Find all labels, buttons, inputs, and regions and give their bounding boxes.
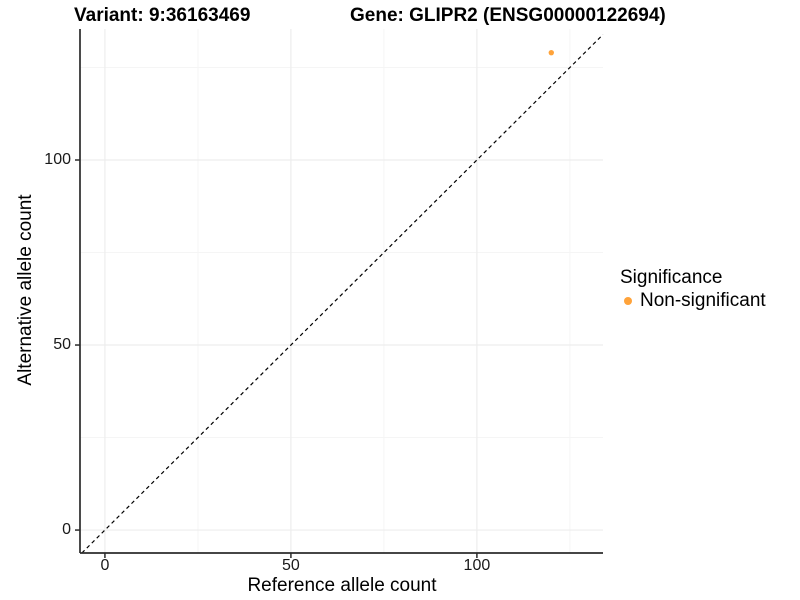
legend-item-label: Non-significant — [640, 290, 766, 311]
gene-title: Gene: GLIPR2 (ENSG00000122694) — [350, 5, 666, 26]
y-tick-label: 100 — [44, 151, 71, 168]
data-point — [548, 49, 554, 56]
y-axis-title: Alternative allele count — [15, 194, 36, 386]
identity-dashed-line — [81, 34, 604, 554]
legend: Significance Non-significant — [620, 266, 766, 312]
y-tick-label: 0 — [62, 521, 71, 539]
x-tick-label: 100 — [463, 557, 491, 574]
x-tick-label: 50 — [282, 557, 300, 574]
legend-items: Non-significant — [620, 289, 766, 312]
x-axis-title: Reference allele count — [247, 575, 437, 596]
y-tick-label: 50 — [53, 336, 71, 354]
x-tick-label: 0 — [100, 557, 110, 574]
legend-key-dot-icon — [624, 296, 632, 305]
variant-title: Variant: 9:36163469 — [74, 5, 251, 26]
legend-item: Non-significant — [620, 289, 766, 312]
legend-title: Significance — [620, 267, 723, 288]
